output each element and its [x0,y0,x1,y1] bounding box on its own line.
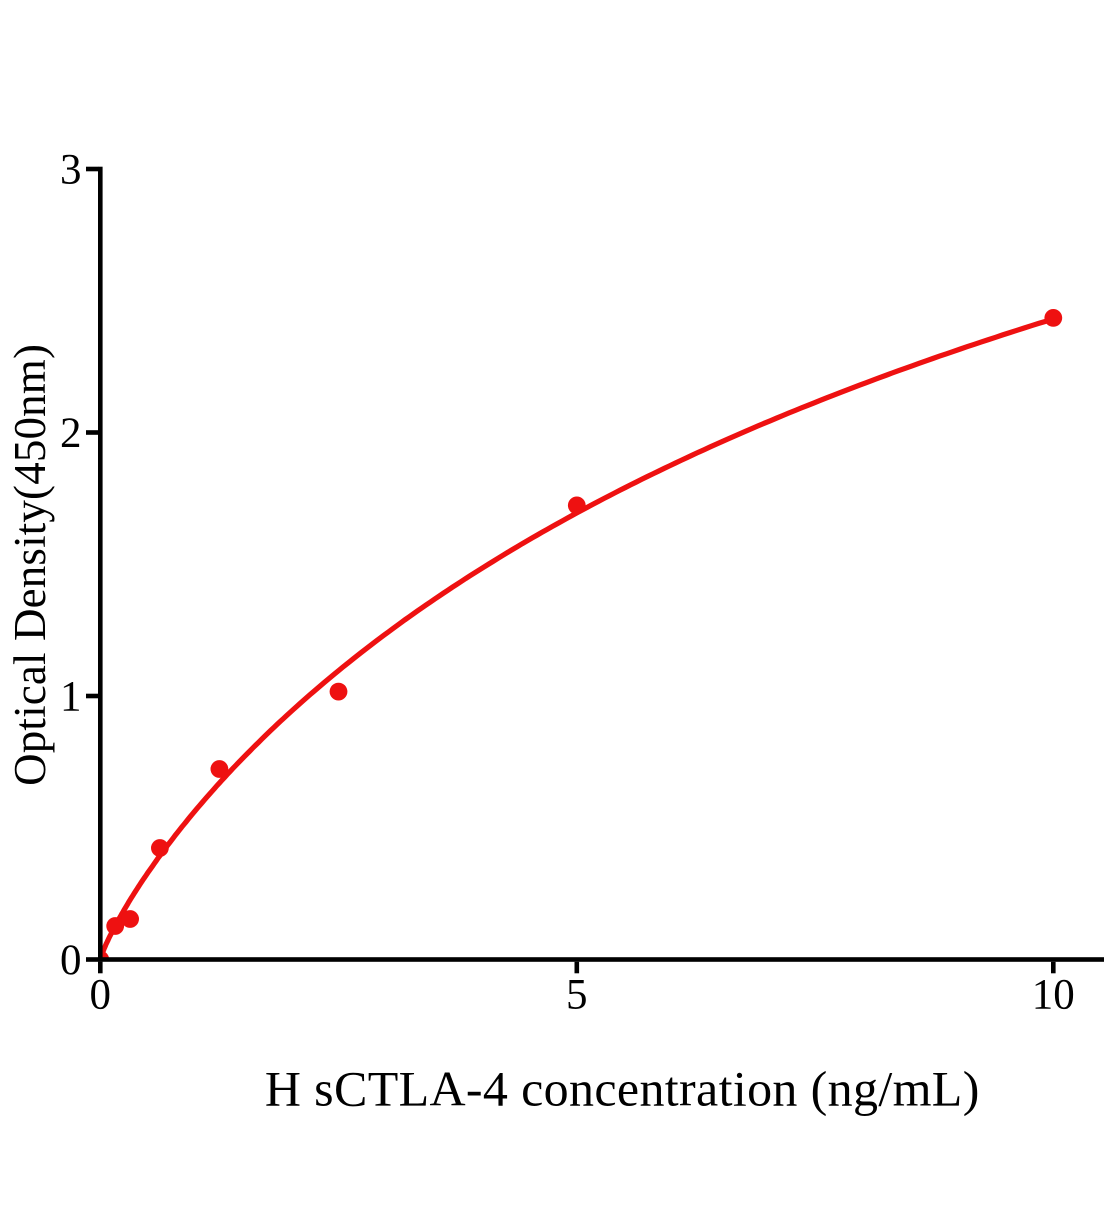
svg-text:0: 0 [60,937,82,984]
svg-text:10: 10 [1032,972,1075,1019]
svg-text:1: 1 [60,673,82,720]
svg-text:H sCTLA-4 concentration (ng/mL: H sCTLA-4 concentration (ng/mL) [265,1061,980,1117]
svg-text:3: 3 [60,146,82,193]
svg-text:2: 2 [60,410,82,457]
svg-text:Optical Density(450nm): Optical Density(450nm) [5,344,55,786]
svg-text:0: 0 [90,972,112,1019]
svg-text:5: 5 [566,972,588,1019]
